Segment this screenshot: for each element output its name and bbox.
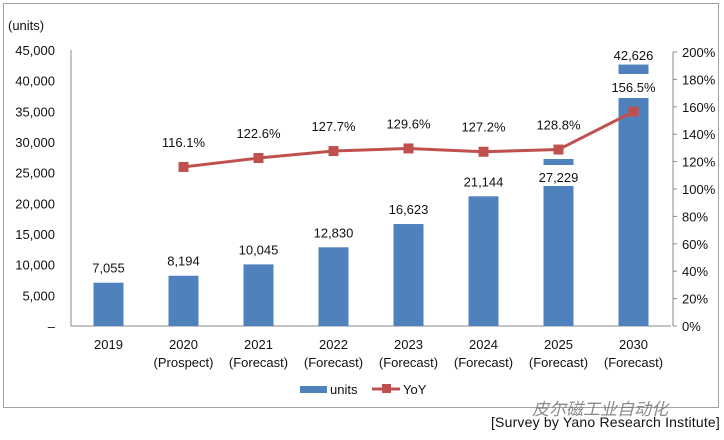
right-axis-tick-label: 140% [682, 127, 716, 142]
yoy-value-label: 129.6% [386, 116, 431, 131]
left-axis-tick-label: 20,000 [15, 196, 55, 211]
x-axis-category-year: 2020 [169, 337, 198, 352]
left-axis-tick-label: 10,000 [15, 258, 55, 273]
x-axis-category-year: 2021 [244, 337, 273, 352]
bar-value-label: 16,623 [389, 202, 429, 217]
right-axis-tick-label: 100% [682, 182, 716, 197]
bar-break [542, 165, 575, 186]
legend-units-label: units [330, 382, 358, 397]
yoy-value-label: 127.7% [311, 119, 356, 134]
x-axis-category-year: 2023 [394, 337, 423, 352]
yoy-point [328, 146, 339, 157]
left-axis-tick-label: 30,000 [15, 135, 55, 150]
bar-value-label: 21,144 [464, 174, 504, 189]
left-axis-tick-label: 5,000 [22, 288, 55, 303]
right-axis-tick-label: 120% [682, 155, 716, 170]
chart-frame [3, 3, 719, 408]
bar-units-2022 [318, 247, 349, 326]
yoy-value-label: 122.6% [236, 126, 281, 141]
watermark: 皮尔磁工业自动化 [532, 400, 668, 419]
x-axis-category-note: (Forecast) [304, 355, 363, 370]
right-axis-tick-label: 80% [682, 209, 708, 224]
yoy-point [628, 106, 639, 117]
x-axis-category-year: 2024 [469, 337, 498, 352]
yoy-point [478, 146, 489, 157]
x-axis-category-note: (Forecast) [454, 355, 513, 370]
source-credit: [Survey by Yano Research Institute] [490, 414, 720, 430]
bar-value-label: 7,055 [92, 261, 125, 276]
yoy-value-label: 127.2% [461, 120, 506, 135]
x-axis-category-note: (Forecast) [229, 355, 288, 370]
bar-value-label: 27,229 [539, 170, 579, 185]
x-axis-category-note: (Forecast) [604, 355, 663, 370]
yoy-point [253, 153, 264, 164]
bar-units-2030 [618, 64, 649, 326]
right-axis-tick-label: 0% [682, 319, 701, 334]
legend-yoy-label: YoY [403, 382, 427, 397]
bar-units-2024 [468, 196, 499, 326]
bar-units-2021 [243, 264, 274, 326]
right-axis-tick-label: 180% [682, 72, 716, 87]
left-axis-tick-label: – [48, 319, 56, 334]
right-axis-tick-label: 200% [682, 45, 716, 60]
bar-units-2025 [543, 158, 574, 326]
x-axis-category-year: 2022 [319, 337, 348, 352]
legend-yoy-marker [382, 384, 391, 393]
left-axis-tick-label: 40,000 [15, 74, 55, 89]
left-axis-tick-label: 45,000 [15, 43, 55, 58]
yoy-point [553, 144, 564, 155]
right-axis-tick-label: 160% [682, 100, 716, 115]
bar-value-label: 12,830 [314, 225, 354, 240]
yoy-point [403, 143, 414, 154]
right-axis-tick-label: 60% [682, 237, 708, 252]
x-axis-category-year: 2030 [619, 337, 648, 352]
yoy-value-label: 116.1% [162, 135, 206, 150]
bar-break [617, 74, 650, 98]
bar-value-label: 10,045 [239, 242, 279, 257]
right-axis-tick-label: 40% [682, 264, 708, 279]
bar-value-label: 42,626 [614, 48, 654, 63]
yoy-value-label: 128.8% [536, 118, 581, 133]
left-axis-unit-label: (units) [8, 18, 44, 33]
yoy-value-label: 156.5% [611, 80, 656, 95]
yoy-point [178, 161, 189, 172]
bar-value-label: 8,194 [167, 254, 200, 269]
right-axis-tick-label: 20% [682, 292, 708, 307]
left-axis-tick-label: 35,000 [15, 104, 55, 119]
left-axis-tick-label: 15,000 [15, 227, 55, 242]
legend-units-swatch [300, 386, 327, 393]
x-axis-category-year: 2025 [544, 337, 573, 352]
bar-units-2023 [393, 224, 424, 326]
x-axis-category-year: 2019 [94, 337, 123, 352]
x-axis-category-note: (Forecast) [379, 355, 438, 370]
left-axis-tick-label: 25,000 [15, 166, 55, 181]
bar-units-2019 [93, 282, 124, 326]
bar-units-2020 [168, 275, 199, 326]
x-axis-category-note: (Prospect) [154, 355, 214, 370]
x-axis-category-note: (Forecast) [529, 355, 588, 370]
